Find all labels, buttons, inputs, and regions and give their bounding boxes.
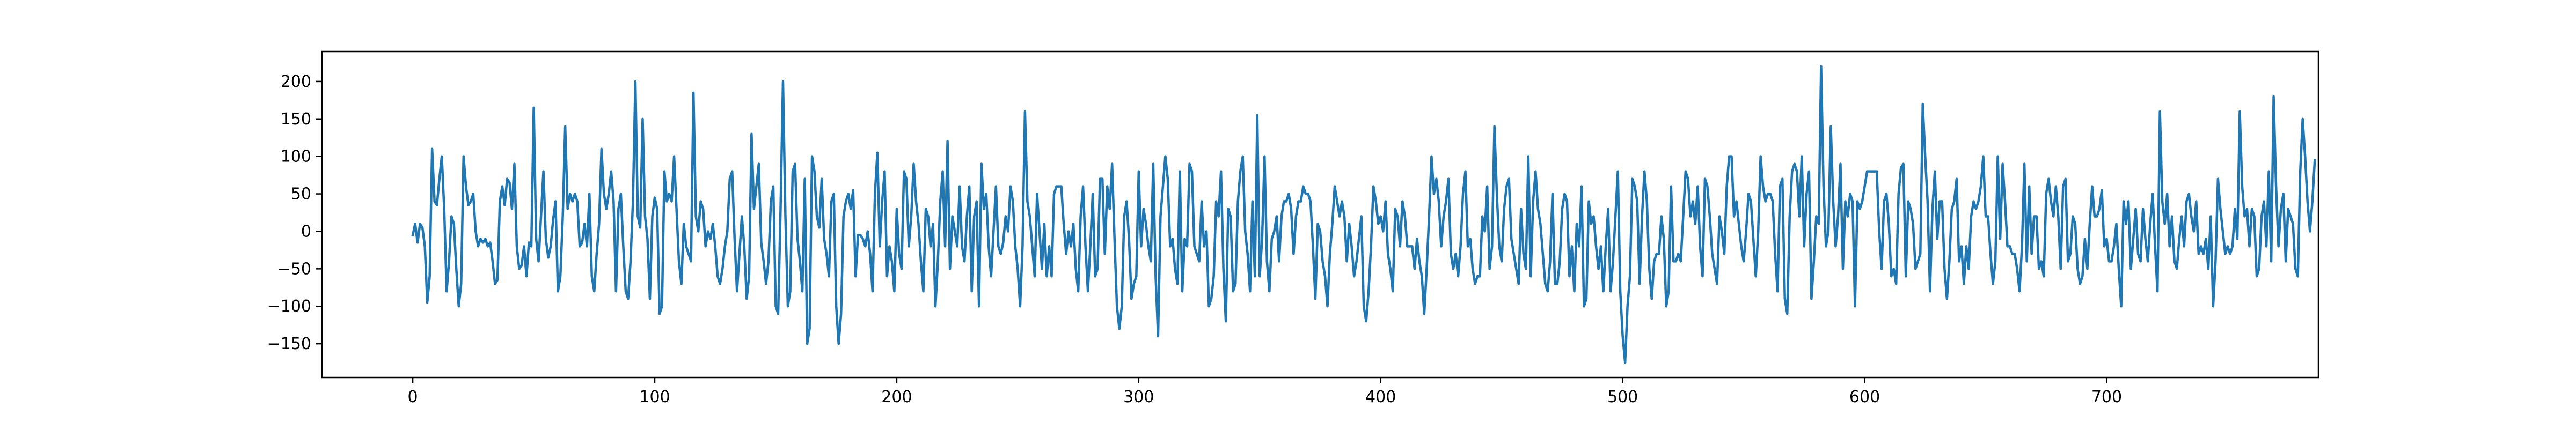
y-tick-label: −100	[267, 297, 311, 316]
x-tick-label: 500	[1607, 388, 1638, 406]
plot-area-frame	[321, 50, 2319, 379]
y-tick-label: 200	[281, 72, 311, 91]
x-tick-label: 100	[639, 388, 670, 406]
x-tick-label: 600	[1849, 388, 1880, 406]
y-tick-label: 150	[281, 110, 311, 129]
series-line	[411, 65, 2316, 364]
x-axis: 0 100 200 300 400 500 600 700	[408, 378, 2122, 406]
y-tick-label: −50	[277, 260, 311, 278]
x-tick-label: 300	[1123, 388, 1154, 406]
x-tick-label: 200	[881, 388, 912, 406]
y-tick-label: 0	[301, 222, 311, 241]
x-tick-label: 700	[2091, 388, 2122, 406]
x-tick-label: 0	[408, 388, 418, 406]
series-layer	[411, 65, 2316, 364]
y-axis: −150 −100 −50 0 50 100 150 200	[267, 72, 322, 353]
y-tick-label: 100	[281, 147, 311, 166]
y-tick-label: 50	[291, 185, 311, 204]
x-tick-label: 400	[1365, 388, 1396, 406]
y-tick-label: −150	[267, 335, 311, 353]
